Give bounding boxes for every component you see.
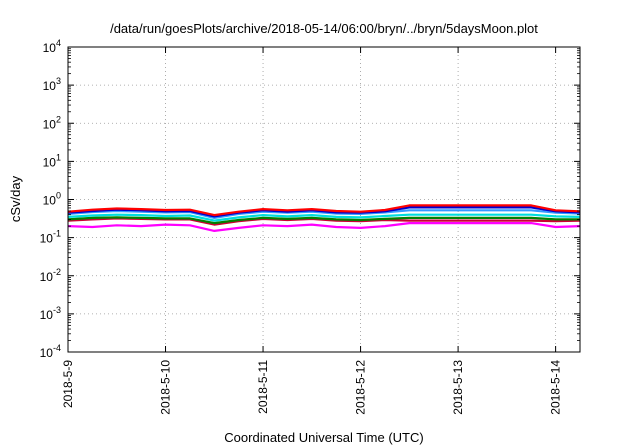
x-tick-label: 2018-5-11 — [256, 360, 270, 414]
y-tick-label: 10-4 — [40, 343, 61, 360]
series-line-3 — [67, 216, 580, 225]
series-line-1 — [67, 222, 581, 232]
x-tick-label: 2018-5-14 — [549, 360, 563, 415]
x-axis-label: Coordinated Universal Time (UTC) — [224, 430, 423, 445]
y-tick-label: 10-3 — [40, 305, 61, 322]
y-axis-label: cSv/day — [8, 175, 23, 222]
x-tick-label: 2018-5-10 — [159, 360, 173, 415]
y-tick-label: 102 — [43, 114, 61, 131]
y-tick-label: 101 — [43, 152, 61, 169]
x-tick-label: 2018-5-9 — [61, 360, 75, 408]
chart-title: /data/run/goesPlots/archive/2018-05-14/0… — [110, 21, 538, 36]
y-tick-label: 103 — [43, 76, 61, 93]
series-line-6 — [67, 206, 581, 218]
series-line-5 — [67, 209, 581, 219]
x-tick-label: 2018-5-12 — [354, 360, 368, 415]
series-layer — [67, 204, 581, 232]
y-tick-label: 10-1 — [40, 229, 61, 246]
series-line-7 — [67, 204, 581, 217]
x-tick-label: 2018-5-13 — [451, 360, 465, 415]
y-tick-label: 10-2 — [40, 267, 61, 284]
y-tick-label: 100 — [43, 191, 61, 208]
grid-layer — [68, 47, 580, 352]
y-tick-label: 104 — [43, 38, 61, 55]
series-line-4 — [67, 213, 581, 222]
